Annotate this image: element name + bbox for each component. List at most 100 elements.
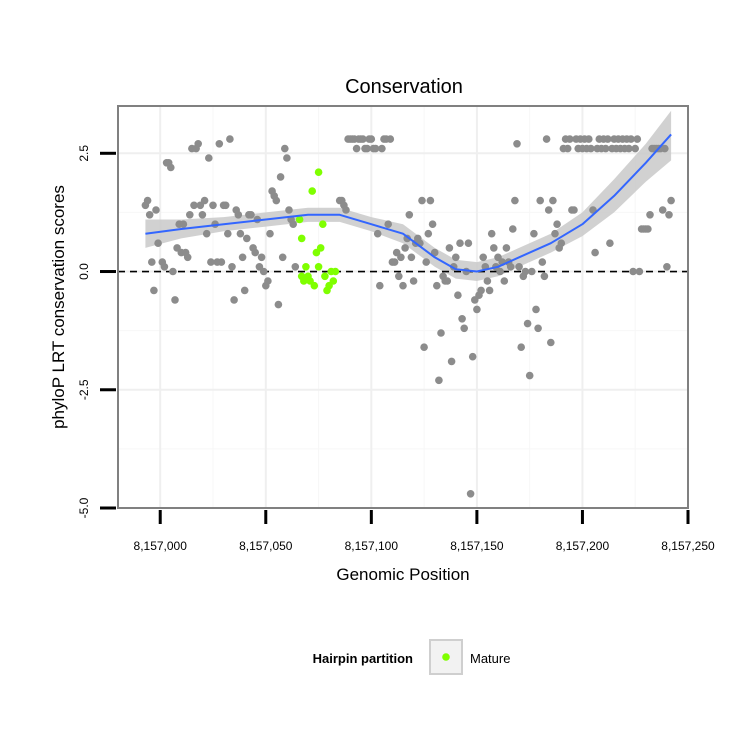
y-tick-label: 2.5 [77, 145, 91, 162]
point-other [251, 248, 259, 257]
point-other [418, 196, 426, 205]
panel-border [117, 105, 689, 509]
point-mature [308, 187, 317, 195]
x-tick-label: 8,157,100 [345, 539, 399, 553]
point-other [420, 343, 428, 352]
point-other [487, 229, 496, 238]
point-other [179, 220, 188, 228]
point-other [661, 144, 669, 153]
point-mature [319, 220, 327, 228]
point-other [224, 229, 232, 238]
point-other [405, 211, 414, 219]
point-other [500, 277, 509, 285]
point-other [635, 267, 644, 276]
point-other [257, 253, 266, 262]
point-other [371, 144, 380, 153]
point-other [397, 253, 405, 262]
point-other [278, 253, 287, 262]
point-other [521, 267, 530, 276]
point-other [236, 229, 245, 238]
point-other [234, 211, 243, 219]
chart-title: Conservation [345, 76, 463, 98]
point-other [376, 281, 384, 290]
point-other [525, 371, 534, 380]
point-other [483, 277, 492, 285]
loess-smooth-line [145, 133, 672, 273]
point-mature [310, 281, 319, 290]
point-other [264, 277, 272, 285]
point-other [226, 135, 234, 143]
point-other [479, 253, 488, 262]
point-other [606, 239, 614, 247]
point-other [247, 211, 255, 219]
point-other [658, 206, 667, 214]
point-other [604, 135, 612, 143]
point-other [384, 220, 393, 228]
point-other [228, 263, 236, 271]
point-other [430, 248, 439, 257]
point-other [160, 263, 169, 271]
point-other [183, 253, 192, 262]
point-other [551, 229, 559, 238]
point-other [523, 319, 532, 328]
point-other [272, 196, 281, 205]
point-other [544, 206, 553, 214]
point-other [502, 244, 511, 252]
point-other [276, 173, 285, 181]
point-other [171, 296, 179, 304]
point-other [428, 220, 437, 228]
point-other [352, 144, 361, 153]
point-other [283, 154, 291, 162]
legend-label-mature: Mature [470, 651, 510, 666]
point-other [466, 490, 475, 498]
y-tick-label: -5.0 [77, 497, 91, 518]
legend: Hairpin partition Mature [313, 639, 510, 675]
point-other [401, 244, 409, 252]
x-tick-label: 8,157,000 [134, 539, 188, 553]
point-other [367, 135, 376, 143]
point-other [542, 135, 551, 143]
y-tick-label: 0.0 [77, 263, 91, 280]
point-other [424, 229, 433, 238]
plot-panel [118, 106, 688, 508]
point-other [509, 225, 517, 233]
axes: 8,157,000 8,157,050 8,157,100 8,157,150 8,15… [77, 145, 715, 553]
point-other [167, 163, 175, 172]
point-other [631, 144, 639, 153]
legend-key-mature [442, 653, 450, 661]
x-axis-title: Genomic Position [336, 565, 469, 584]
x-tick-label: 8,157,050 [239, 539, 293, 553]
point-other [557, 239, 566, 247]
y-tick-label: -2.5 [77, 379, 91, 400]
point-mature [316, 244, 325, 252]
point-mature [314, 168, 323, 176]
point-other [454, 291, 462, 300]
point-mature [329, 277, 338, 285]
point-other [289, 220, 298, 228]
point-other [534, 324, 542, 333]
point-other [473, 305, 481, 314]
point-other [665, 211, 673, 219]
point-other [285, 206, 293, 214]
point-other [190, 201, 198, 210]
point-other [456, 239, 464, 247]
point-other [169, 267, 177, 276]
point-other [437, 329, 445, 337]
point-other [443, 277, 452, 285]
point-other [291, 263, 300, 271]
point-other [148, 258, 156, 266]
point-other [591, 248, 599, 257]
point-other [627, 135, 635, 143]
point-other [198, 211, 207, 219]
point-other [536, 196, 544, 205]
point-other [549, 196, 557, 205]
point-other [570, 206, 578, 214]
point-other [517, 343, 525, 352]
point-other [145, 211, 154, 219]
point-other [281, 144, 289, 153]
point-other [452, 253, 460, 262]
point-other [202, 229, 211, 238]
point-other [540, 272, 549, 281]
point-other [513, 140, 521, 148]
x-tick-label: 8,157,250 [661, 539, 715, 553]
